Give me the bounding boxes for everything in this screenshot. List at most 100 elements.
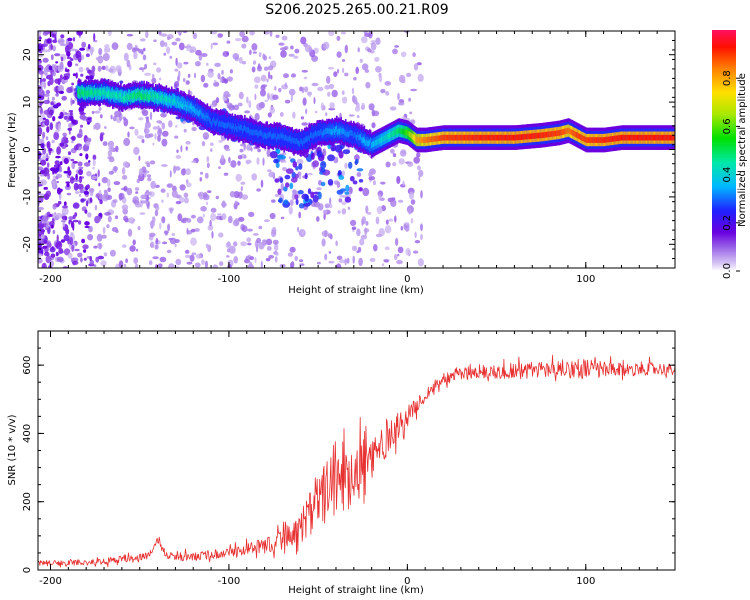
- noise-blob: [288, 88, 296, 96]
- ridge-halo: [294, 194, 299, 200]
- ridge-segment: [166, 97, 169, 103]
- noise-blob: [144, 72, 151, 77]
- ridge-segment: [639, 134, 641, 141]
- noise-blob: [122, 244, 127, 248]
- noise-blob: [154, 209, 159, 217]
- ridge-segment: [583, 135, 585, 142]
- noise-blob: [79, 124, 84, 128]
- ridge-segment: [431, 136, 433, 142]
- ridge-segment: [387, 133, 390, 140]
- ridge-segment: [617, 135, 620, 141]
- noise-blob: [420, 233, 423, 240]
- ridge-segment: [632, 134, 634, 141]
- noise-blob: [410, 199, 416, 205]
- noise-blob: [79, 188, 84, 194]
- ridge-segment: [634, 134, 636, 141]
- noise-blob: [405, 248, 411, 256]
- noise-blob: [204, 260, 208, 268]
- ridge-segment: [117, 94, 119, 101]
- ridge-segment: [499, 134, 501, 141]
- noise-blob: [241, 194, 249, 200]
- noise-blob: [115, 145, 119, 153]
- noise-blob: [221, 69, 224, 75]
- noise-blob: [370, 40, 377, 43]
- noise-blob: [232, 53, 240, 60]
- ridge-segment: [98, 89, 101, 96]
- noise-blob: [275, 252, 279, 256]
- noise-blob: [282, 167, 287, 172]
- ridge-segment: [311, 133, 314, 140]
- ridge-segment: [588, 137, 591, 143]
- noise-blob: [118, 260, 124, 268]
- noise-blob: [169, 55, 173, 59]
- noise-blob: [51, 33, 57, 38]
- ridge-segment: [628, 134, 631, 141]
- ridge-segment: [337, 128, 340, 134]
- noise-blob: [218, 166, 221, 170]
- noise-blob: [39, 193, 45, 197]
- ridge-segment: [650, 134, 652, 141]
- ridge-segment: [244, 124, 246, 131]
- noise-blob: [251, 66, 256, 73]
- noise-blob: [52, 180, 56, 189]
- noise-blob: [78, 193, 82, 198]
- noise-blob: [64, 139, 69, 144]
- ridge-segment: [154, 91, 156, 105]
- noise-blob: [66, 51, 71, 57]
- ridge-segment: [599, 137, 601, 143]
- ridge-segment: [448, 134, 450, 141]
- ridge-segment: [341, 128, 343, 135]
- ridge-segment: [362, 137, 365, 143]
- ridge-segment: [141, 93, 144, 99]
- ridge-halo: [310, 152, 315, 160]
- ridge-segment: [234, 126, 236, 133]
- ridge-segment: [641, 134, 643, 141]
- ridge-segment: [606, 136, 608, 143]
- noise-blob: [75, 191, 80, 194]
- ridge-segment: [292, 136, 294, 143]
- ridge-segment: [181, 103, 184, 110]
- noise-blob: [134, 187, 140, 191]
- noise-blob: [227, 263, 232, 268]
- noise-blob: [240, 185, 243, 192]
- ridge-segment: [170, 96, 173, 102]
- noise-blob: [55, 241, 63, 250]
- ridge-segment: [142, 94, 144, 101]
- ridge-segment: [291, 138, 293, 145]
- ridge-segment: [126, 94, 128, 101]
- ridge-segment: [240, 125, 243, 138]
- noise-blob: [337, 68, 339, 74]
- ridge-segment: [425, 137, 427, 143]
- noise-blob: [56, 102, 62, 107]
- ridge-segment: [506, 134, 508, 141]
- ridge-segment: [427, 136, 429, 143]
- noise-blob: [178, 42, 185, 51]
- ridge-segment: [508, 134, 510, 141]
- ridge-segment: [361, 137, 363, 143]
- noise-blob: [359, 58, 363, 63]
- noise-blob: [184, 254, 191, 258]
- ridge-segment: [195, 108, 197, 115]
- noise-blob: [322, 209, 328, 214]
- ridge-segment: [199, 109, 202, 116]
- noise-blob: [111, 227, 118, 232]
- noise-blob: [49, 260, 54, 267]
- noise-blob: [249, 31, 255, 36]
- ridge-segment: [625, 134, 628, 141]
- noise-blob: [159, 77, 162, 81]
- noise-blob: [56, 180, 59, 184]
- ridge-segment: [105, 91, 108, 97]
- ridge-segment: [435, 135, 438, 142]
- noise-blob: [284, 82, 287, 88]
- ridge-segment: [127, 92, 129, 99]
- noise-blob: [133, 257, 139, 264]
- ridge-segment: [265, 132, 268, 139]
- ridge-segment: [222, 122, 225, 128]
- noise-blob: [397, 246, 404, 254]
- noise-blob: [92, 166, 95, 170]
- noise-blob: [154, 133, 157, 140]
- noise-blob: [150, 243, 154, 248]
- noise-blob: [237, 155, 243, 160]
- noise-blob: [380, 181, 386, 185]
- ridge-segment: [244, 125, 246, 138]
